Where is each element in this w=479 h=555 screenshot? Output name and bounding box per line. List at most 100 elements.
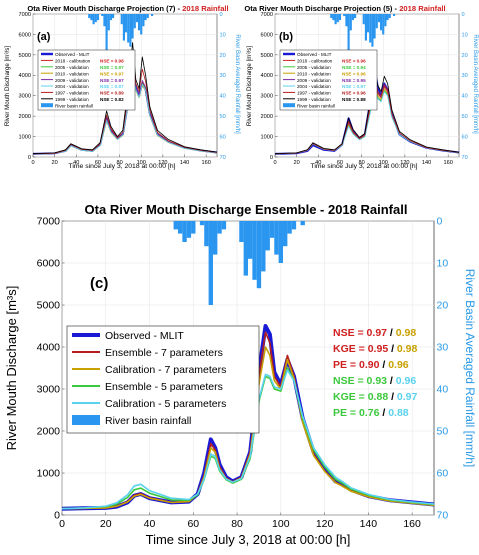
panel-a-rainfall-bar: [103, 14, 106, 27]
panel-a-rainfall-bar: [129, 14, 132, 47]
panel-a-ytick-label: 7000: [19, 12, 31, 18]
panel-c-xtick-label: 0: [59, 518, 65, 530]
panel-c-ytick-label: 2000: [37, 426, 61, 438]
panel-a-legend-label: 2004 - validation: [55, 84, 89, 89]
panel-c-legend: Observed - MLIT Ensemble - 7 parameters Ca…: [66, 325, 260, 434]
panel-c-rainfall-bar: [191, 221, 196, 234]
panel-c-rainfall-bar: [269, 221, 275, 238]
panel-a-legend-label: River basin rainfall: [55, 103, 93, 108]
panel-b-title-year: 2018 Rainfall: [399, 4, 445, 13]
panel-b-rainfall-bar: [345, 14, 348, 27]
panel-c-rainfall-bar: [248, 221, 253, 259]
panel-c-y2tick-label: 70: [437, 510, 449, 522]
panel-c-xtick-label: 120: [316, 518, 334, 530]
panel-c-rainfall-bar: [221, 221, 227, 230]
panel-b-legend-label: 1997 - validation: [297, 91, 331, 96]
panel-a-y2tick-label: 30: [220, 73, 226, 79]
panel-c-y2tick-label: 50: [437, 426, 449, 438]
panel-a-xtick-label: 160: [202, 160, 211, 166]
panel-a-ytick-label: 1000: [19, 135, 31, 141]
panel-b-legend-label: 1999 - validation: [297, 97, 331, 102]
panel-c-xtick-label: 80: [231, 518, 243, 530]
panel-a-legend-nse: NSE = 0.97: [100, 78, 124, 83]
panel-b-xtick-label: 120: [400, 160, 409, 166]
panel-b-legend-label: Observed - MLIT: [297, 52, 332, 57]
panel-c-rainfall-bar: [208, 221, 213, 305]
panel-b-legend-nse: NSE = 0.95: [342, 78, 366, 83]
panel-b-legend-nse: NSE = 0.94: [342, 65, 366, 70]
panel-c-title: Ota River Mouth Discharge Ensemble - 201…: [85, 202, 408, 217]
panel-c-y2tick-label: 0: [437, 216, 443, 228]
panel-c-rainfall-bar: [256, 221, 262, 289]
panel-b-rainfall-bar: [330, 14, 333, 19]
panel-b-y2tick-label: 10: [462, 32, 468, 38]
panel-a-rainfall-bar: [88, 14, 91, 19]
panel-b-rainfall-bar: [369, 14, 372, 43]
panel-c-xtick-label: 100: [272, 518, 290, 530]
panel-c-series-line: [61, 369, 435, 510]
panel-c-rainfall-bar: [186, 221, 192, 238]
panel-b-rainfall-bar: [386, 14, 389, 21]
panel-c-ytick-label: 1000: [37, 468, 61, 480]
panel-b-legend-nse: NSE = 0.88: [342, 97, 366, 102]
panel-a-ytick-label: 5000: [19, 53, 31, 59]
panel-b-rainfall-bar: [351, 14, 355, 21]
panel-c-rainfall-bar: [239, 221, 244, 242]
panel-c-rainfall-bar: [243, 221, 248, 276]
panel-c-y2tick-label: 10: [437, 258, 449, 270]
panel-b-rainfall-bar: [384, 14, 387, 27]
panel-b-letter: (b): [279, 31, 293, 43]
panel-a-title-year: 2018 Rainfall: [182, 4, 228, 13]
panel-a-rainfall-bar: [112, 14, 115, 19]
panel-a-xtick-label: 60: [95, 160, 101, 166]
panel-a-legend-nse: NSE = 0.82: [100, 97, 124, 102]
panel-b-rainfall-bar: [382, 14, 385, 35]
panel-c-legend-label: Ensemble - 7 parameters: [105, 347, 223, 359]
svg-text:Ota River Mouth Discharge Proj: Ota River Mouth Discharge Projection (5)…: [244, 4, 445, 13]
panel-c-rainfall-bar: [261, 221, 266, 272]
panel-b-y2tick-label: 0: [462, 12, 465, 18]
panel-b-rainfall-bar: [334, 14, 337, 25]
panel-c: Ota River Mouth Discharge Ensemble - 201…: [4, 202, 477, 547]
panel-a-rainfall-bar: [144, 14, 147, 21]
panel-a-rainfall-bar: [140, 14, 143, 35]
panel-b-legend-nse: NSE = 0.97: [342, 84, 366, 89]
panel-c-rainfall-bar: [287, 221, 292, 234]
panel-b-legend-label: 2018 - calibration: [297, 59, 333, 64]
panel-b-xtick-label: 0: [273, 160, 276, 166]
panel-c-legend-label: Ensemble - 5 parameters: [105, 381, 223, 393]
panel-a-rainfall-bar: [122, 14, 125, 41]
panel-c-legend-label: River basin rainfall: [105, 415, 191, 427]
panel-c-rainfall-bar: [204, 221, 209, 247]
panel-a-rainfall-bar: [131, 14, 134, 39]
panel-c-rainfall-bar: [199, 221, 205, 226]
panel-b-legend-label: 2005 - validation: [297, 65, 331, 70]
panel-b-rainfall-bar: [377, 14, 380, 23]
panel-a-ytick-label: 6000: [19, 32, 31, 38]
panel-b: Ota River Mouth Discharge Projection (5)…: [244, 4, 478, 170]
panel-c-rainfall-bar: [300, 221, 305, 226]
panel-c-metric: NSE = 0.93 / 0.96: [333, 375, 416, 387]
panel-a-y2tick-label: 60: [220, 135, 226, 141]
panel-a-legend-label: Observed - MLIT: [55, 52, 90, 57]
panel-c-ytick-label: 5000: [37, 300, 61, 312]
panel-b-title: Ota River Mouth Discharge Projection (5)…: [244, 4, 399, 13]
panel-a-ylabel-left: River Mouth Discharge [m³/s]: [4, 46, 11, 126]
panel-a-legend: Observed - MLIT 2018 - calibration NSE = 0…: [37, 49, 136, 111]
panel-a-rainfall-bar: [135, 14, 138, 23]
panel-b-xtick-label: 80: [358, 160, 364, 166]
panel-a-y2tick-label: 10: [220, 32, 226, 38]
panel-c-rainfall-bar: [291, 221, 297, 230]
panel-b-legend-nse: NSE = 0.96: [342, 91, 366, 96]
panel-b-legend-nse: NSE = 0.96: [342, 71, 366, 76]
panel-c-rainfall-bar: [177, 221, 183, 234]
panel-a-rainfall-bar: [90, 14, 93, 21]
panel-b-legend-label: 2004 - validation: [297, 84, 331, 89]
panel-c-rainfall-bar: [217, 221, 222, 234]
panel-c-y2tick-label: 60: [437, 468, 449, 480]
panel-a-y2tick-label: 70: [220, 155, 226, 161]
panel-b-xtick-label: 40: [315, 160, 321, 166]
panel-a-xlabel: Time since July 3, 2018 at 00:00 [h]: [68, 163, 175, 170]
panel-c-legend-label: Calibration - 7 parameters: [105, 364, 226, 376]
panel-b-y2tick-label: 30: [462, 73, 468, 79]
